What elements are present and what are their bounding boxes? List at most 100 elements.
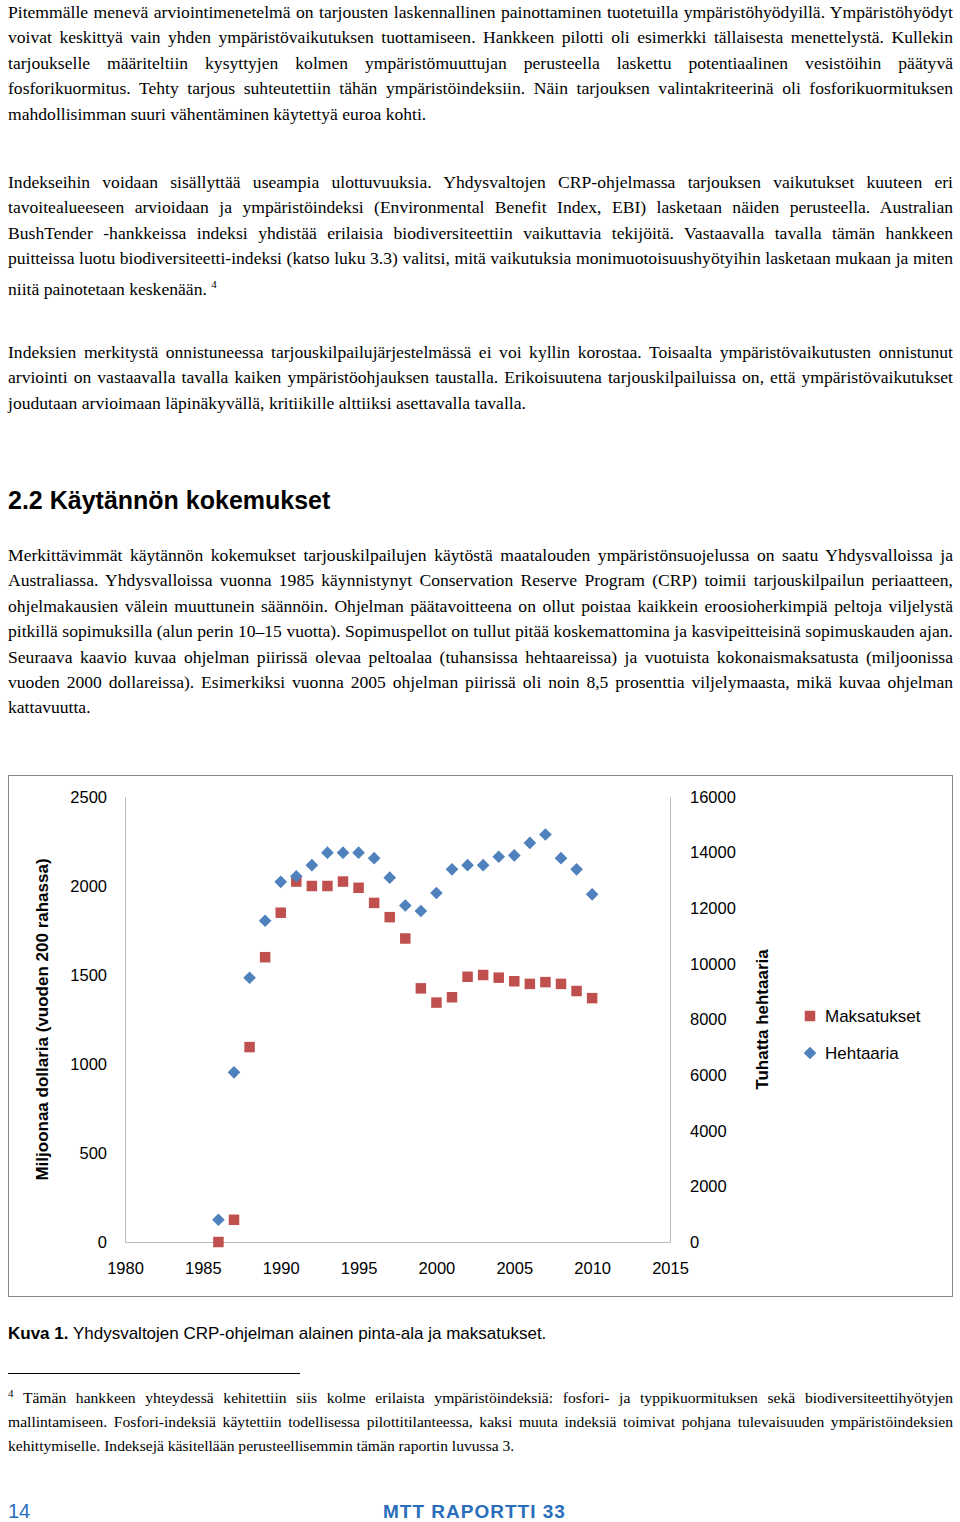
paragraph-text: Indeksien merkitystä onnistuneessa tarjo…	[8, 342, 953, 413]
paragraph: Indeksien merkitystä onnistuneessa tarjo…	[8, 340, 953, 416]
tick: 8000	[670, 1010, 727, 1028]
point	[430, 887, 443, 900]
tick-label: 500	[79, 1144, 107, 1162]
tick: 1000	[70, 1055, 125, 1073]
tick-label: 2005	[496, 1259, 533, 1277]
axis-line	[126, 1242, 671, 1243]
point	[212, 1213, 225, 1226]
tick-label: 14000	[690, 843, 736, 861]
tick: 6000	[670, 1066, 727, 1084]
point	[508, 849, 521, 862]
tick: 2005	[496, 1242, 533, 1277]
tick-label: 0	[98, 1233, 107, 1251]
point	[509, 976, 519, 986]
point	[555, 852, 568, 865]
point	[243, 971, 256, 984]
point	[369, 898, 379, 908]
point	[337, 846, 350, 859]
tick-label: 2015	[652, 1259, 689, 1277]
point	[446, 863, 459, 876]
tick: 10000	[670, 955, 736, 973]
point	[213, 1237, 223, 1247]
tick-label: 2010	[574, 1259, 611, 1277]
point	[586, 888, 599, 901]
tick-label: 1985	[185, 1259, 222, 1277]
heading: 2.2 Käytännön kokemukset	[8, 486, 330, 515]
tick-label: 4000	[690, 1122, 727, 1140]
point	[307, 881, 317, 891]
legend: MaksatuksetHehtaaria	[804, 1007, 921, 1063]
page-number: 14	[8, 1500, 30, 1522]
axis-line	[125, 798, 126, 1243]
point	[274, 876, 287, 889]
axis: 1980 1985 1990 1995 2000 2005 2010 2015	[107, 1242, 689, 1277]
tick: 12000	[670, 899, 736, 917]
point	[431, 997, 441, 1007]
point	[447, 992, 457, 1002]
point	[461, 859, 474, 872]
space	[14, 1389, 23, 1406]
tick-label: 1990	[263, 1259, 300, 1277]
chart-frame	[9, 776, 953, 1297]
footer-series: MTT RAPORTTI 33	[383, 1501, 566, 1522]
tick-label: 1000	[70, 1055, 107, 1073]
series	[212, 828, 598, 1226]
caption: Kuva 1. Yhdysvaltojen CRP-ohjelman alain…	[8, 1324, 953, 1344]
tick: 14000	[670, 843, 736, 861]
paragraph: Indekseihin voidaan sisällyttää useampia…	[8, 170, 953, 302]
tick-label: 1500	[70, 966, 107, 984]
tick: 2010	[574, 1242, 611, 1277]
tick-label: 2000	[70, 877, 107, 895]
point	[415, 905, 428, 918]
legend-item: Hehtaaria	[804, 1044, 900, 1063]
legend-marker	[804, 1047, 817, 1060]
tick: 1990	[263, 1242, 300, 1277]
tick-label: 1995	[341, 1259, 378, 1277]
point	[322, 881, 332, 891]
point	[290, 870, 303, 883]
tick: 4000	[670, 1122, 727, 1140]
point	[540, 977, 550, 987]
space	[68, 1324, 72, 1343]
plot-area	[212, 828, 598, 1247]
tick: 2000	[670, 1177, 727, 1195]
tick: 500	[79, 1144, 125, 1162]
series	[213, 876, 597, 1247]
point	[260, 952, 270, 962]
space	[207, 278, 211, 298]
caption-label: Kuva 1.	[8, 1324, 68, 1343]
tick: 2000	[419, 1242, 456, 1277]
point	[477, 859, 490, 872]
tick: 2015	[652, 1242, 689, 1277]
point	[492, 850, 505, 863]
point	[229, 1215, 239, 1225]
legend-label: Hehtaaria	[825, 1044, 899, 1063]
point	[352, 846, 365, 859]
tick: 2500	[70, 788, 125, 806]
point	[338, 876, 348, 886]
paragraph-text: Indekseihin voidaan sisällyttää useampia…	[8, 172, 953, 298]
paragraph-text: Pitemmälle menevä arviointimenetelmä on …	[8, 2, 953, 124]
tick: 1995	[341, 1242, 378, 1277]
point	[368, 852, 381, 865]
point	[525, 979, 535, 989]
tick-label: 2000	[690, 1177, 727, 1195]
point	[416, 983, 426, 993]
point	[353, 883, 363, 893]
point	[539, 828, 552, 841]
tick-label: 8000	[690, 1010, 727, 1028]
point	[556, 979, 566, 989]
point	[400, 933, 410, 943]
tick-label: 2500	[70, 788, 107, 806]
tick-label: 12000	[690, 899, 736, 917]
axis-line	[670, 798, 671, 1243]
tick: 1980	[107, 1242, 144, 1277]
point	[570, 863, 583, 876]
tick-label: 16000	[690, 788, 736, 806]
point	[383, 871, 396, 884]
tick: 0	[670, 1233, 699, 1251]
paragraph: Merkittävimmät käytännön kokemukset tarj…	[8, 543, 953, 721]
point	[306, 859, 319, 872]
tick: 16000	[670, 788, 736, 806]
footnote-ref: 4	[211, 278, 217, 290]
